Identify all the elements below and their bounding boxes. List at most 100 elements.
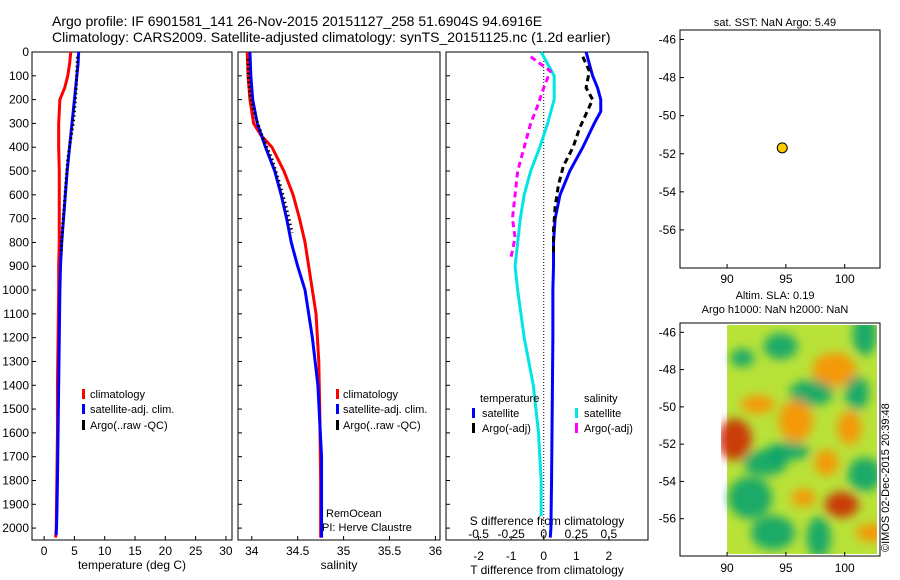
sla-blob-16 <box>855 523 877 542</box>
legend-text-temp-1: satellite-adj. clim. <box>90 404 174 416</box>
sla-blob-12 <box>791 488 816 507</box>
sst-y-tick-label--56: -56 <box>659 223 677 237</box>
sla-blob-18 <box>845 375 870 410</box>
y-tick-label-1100: 1100 <box>3 307 29 321</box>
sla-y-tick-label--54: -54 <box>659 474 677 488</box>
sla-y-tick-label--52: -52 <box>659 437 677 451</box>
legend-swatch-temp-0 <box>82 389 85 399</box>
x-tick-label-temp-10: 10 <box>98 544 112 558</box>
x-tick-label-temp-15: 15 <box>128 544 142 558</box>
panel-frame-temp <box>31 51 233 541</box>
x-tick-label-sal-34.5: 34.5 <box>286 544 310 558</box>
legend-text-temp-2: Argo(..raw -QC) <box>90 420 168 432</box>
sst-x-tick-label-95: 95 <box>779 272 793 286</box>
sla-blob-7 <box>721 418 752 461</box>
legend-swatch-diff-s-sat <box>575 408 578 418</box>
sla-y-tick-label--50: -50 <box>659 400 677 414</box>
annotation-remocean: RemOcean <box>326 508 382 520</box>
x2-tick-label-diff-0.25: 0.25 <box>565 527 589 541</box>
sla-blob-3 <box>852 325 877 356</box>
y-tick-label-800: 800 <box>9 235 29 249</box>
legend-text-sal-1: satellite-adj. clim. <box>343 404 427 416</box>
sla-x-tick-label-90: 90 <box>720 561 734 575</box>
x-axis-label-sal: salinity <box>321 558 358 572</box>
x-tick-label-sal-34: 34 <box>245 544 259 558</box>
y-tick-label-2000: 2000 <box>2 521 29 535</box>
y-tick-label-1700: 1700 <box>2 450 29 464</box>
x-tick-label-sal-35.5: 35.5 <box>378 544 402 558</box>
y-tick-label-600: 600 <box>9 188 29 202</box>
series-sal-2 <box>246 59 294 234</box>
header-line-2: Climatology: CARS2009. Satellite-adjuste… <box>52 29 611 45</box>
sla-blob-5 <box>789 379 834 406</box>
x-tick-label-diff-2: 2 <box>606 549 613 563</box>
legend-heading-temperature: temperature <box>480 393 539 405</box>
legend-text-diff-t-argo: Argo(-adj) <box>482 423 531 435</box>
y-tick-label-200: 200 <box>9 93 29 107</box>
x-tick-label-temp-5: 5 <box>71 544 78 558</box>
sla-blob-11 <box>728 476 772 519</box>
sla-x-tick-label-95: 95 <box>779 561 793 575</box>
sst-y-tick-label--54: -54 <box>659 185 677 199</box>
sla-blob-2 <box>812 352 857 387</box>
series-temp-2 <box>59 56 79 255</box>
sst-y-tick-label--46: -46 <box>659 33 677 47</box>
y-tick-label-1400: 1400 <box>2 378 29 392</box>
x2-tick-label-diff-0: 0 <box>540 527 547 541</box>
legend-swatch-temp-1 <box>82 404 85 414</box>
sla-map-subtitle: Argo h1000: NaN h2000: NaN <box>701 304 849 316</box>
sla-blob-0 <box>730 348 755 367</box>
legend-text-sal-0: climatology <box>343 389 399 401</box>
legend-text-temp-0: climatology <box>90 389 146 401</box>
legend-heading-salinity: salinity <box>584 393 618 405</box>
x2-tick-label-diff--0.5: -0.5 <box>468 527 489 541</box>
sla-y-tick-label--46: -46 <box>659 325 677 339</box>
sst-x-tick-label-100: 100 <box>835 272 855 286</box>
legend-text-diff-s-sat: satellite <box>584 408 621 420</box>
y-tick-label-0: 0 <box>22 45 29 59</box>
series-diff-1 <box>552 56 595 255</box>
sla-blob-1 <box>763 333 798 360</box>
legend-swatch-diff-s-argo <box>575 423 578 433</box>
y-tick-label-1300: 1300 <box>2 354 29 368</box>
sla-x-tick-label-100: 100 <box>835 561 855 575</box>
y-tick-label-1600: 1600 <box>2 426 29 440</box>
y-tick-label-300: 300 <box>9 116 29 130</box>
legend-swatch-diff-t-sat <box>472 408 475 418</box>
legend-text-diff-s-argo: Argo(-adj) <box>584 423 633 435</box>
series-sal-0 <box>245 51 323 538</box>
x2-axis-label-diff: S difference from climatology <box>470 514 625 528</box>
series-sal-1 <box>248 51 324 538</box>
y-tick-label-1900: 1900 <box>2 497 29 511</box>
x2-tick-label-diff--0.25: -0.25 <box>497 527 525 541</box>
x-tick-label-temp-20: 20 <box>159 544 173 558</box>
sla-heatmap <box>721 325 877 554</box>
sst-y-tick-label--50: -50 <box>659 109 677 123</box>
sla-map-title: Altim. SLA: 0.19 <box>735 290 815 302</box>
x-tick-label-temp-25: 25 <box>189 544 203 558</box>
panel-frame-sal <box>237 51 441 541</box>
sla-y-tick-label--48: -48 <box>659 363 677 377</box>
y-tick-label-900: 900 <box>9 259 29 273</box>
sla-blob-6 <box>837 410 862 445</box>
legend-swatch-sal-0 <box>336 389 339 399</box>
sst-y-tick-label--48: -48 <box>659 71 677 85</box>
legend-swatch-diff-t-argo <box>472 423 475 433</box>
sla-blob-19 <box>778 399 813 442</box>
y-tick-label-700: 700 <box>9 212 29 226</box>
sla-blob-9 <box>814 449 839 476</box>
series-diff-0 <box>548 51 603 538</box>
y-tick-label-1200: 1200 <box>2 331 29 345</box>
annotation-pi: PI: Herve Claustre <box>322 522 412 534</box>
sla-blob-4 <box>740 395 775 414</box>
sla-blob-15 <box>806 516 831 554</box>
panel-frame-diff <box>445 51 649 541</box>
x-axis-label-diff: T difference from climatology <box>470 563 624 577</box>
legend-swatch-sal-1 <box>336 404 339 414</box>
y-tick-label-400: 400 <box>9 140 29 154</box>
series-diff-2 <box>513 51 556 517</box>
y-tick-label-1500: 1500 <box>2 402 29 416</box>
x-tick-label-diff-0: 0 <box>540 549 547 563</box>
sst-y-tick-label--52: -52 <box>659 147 677 161</box>
